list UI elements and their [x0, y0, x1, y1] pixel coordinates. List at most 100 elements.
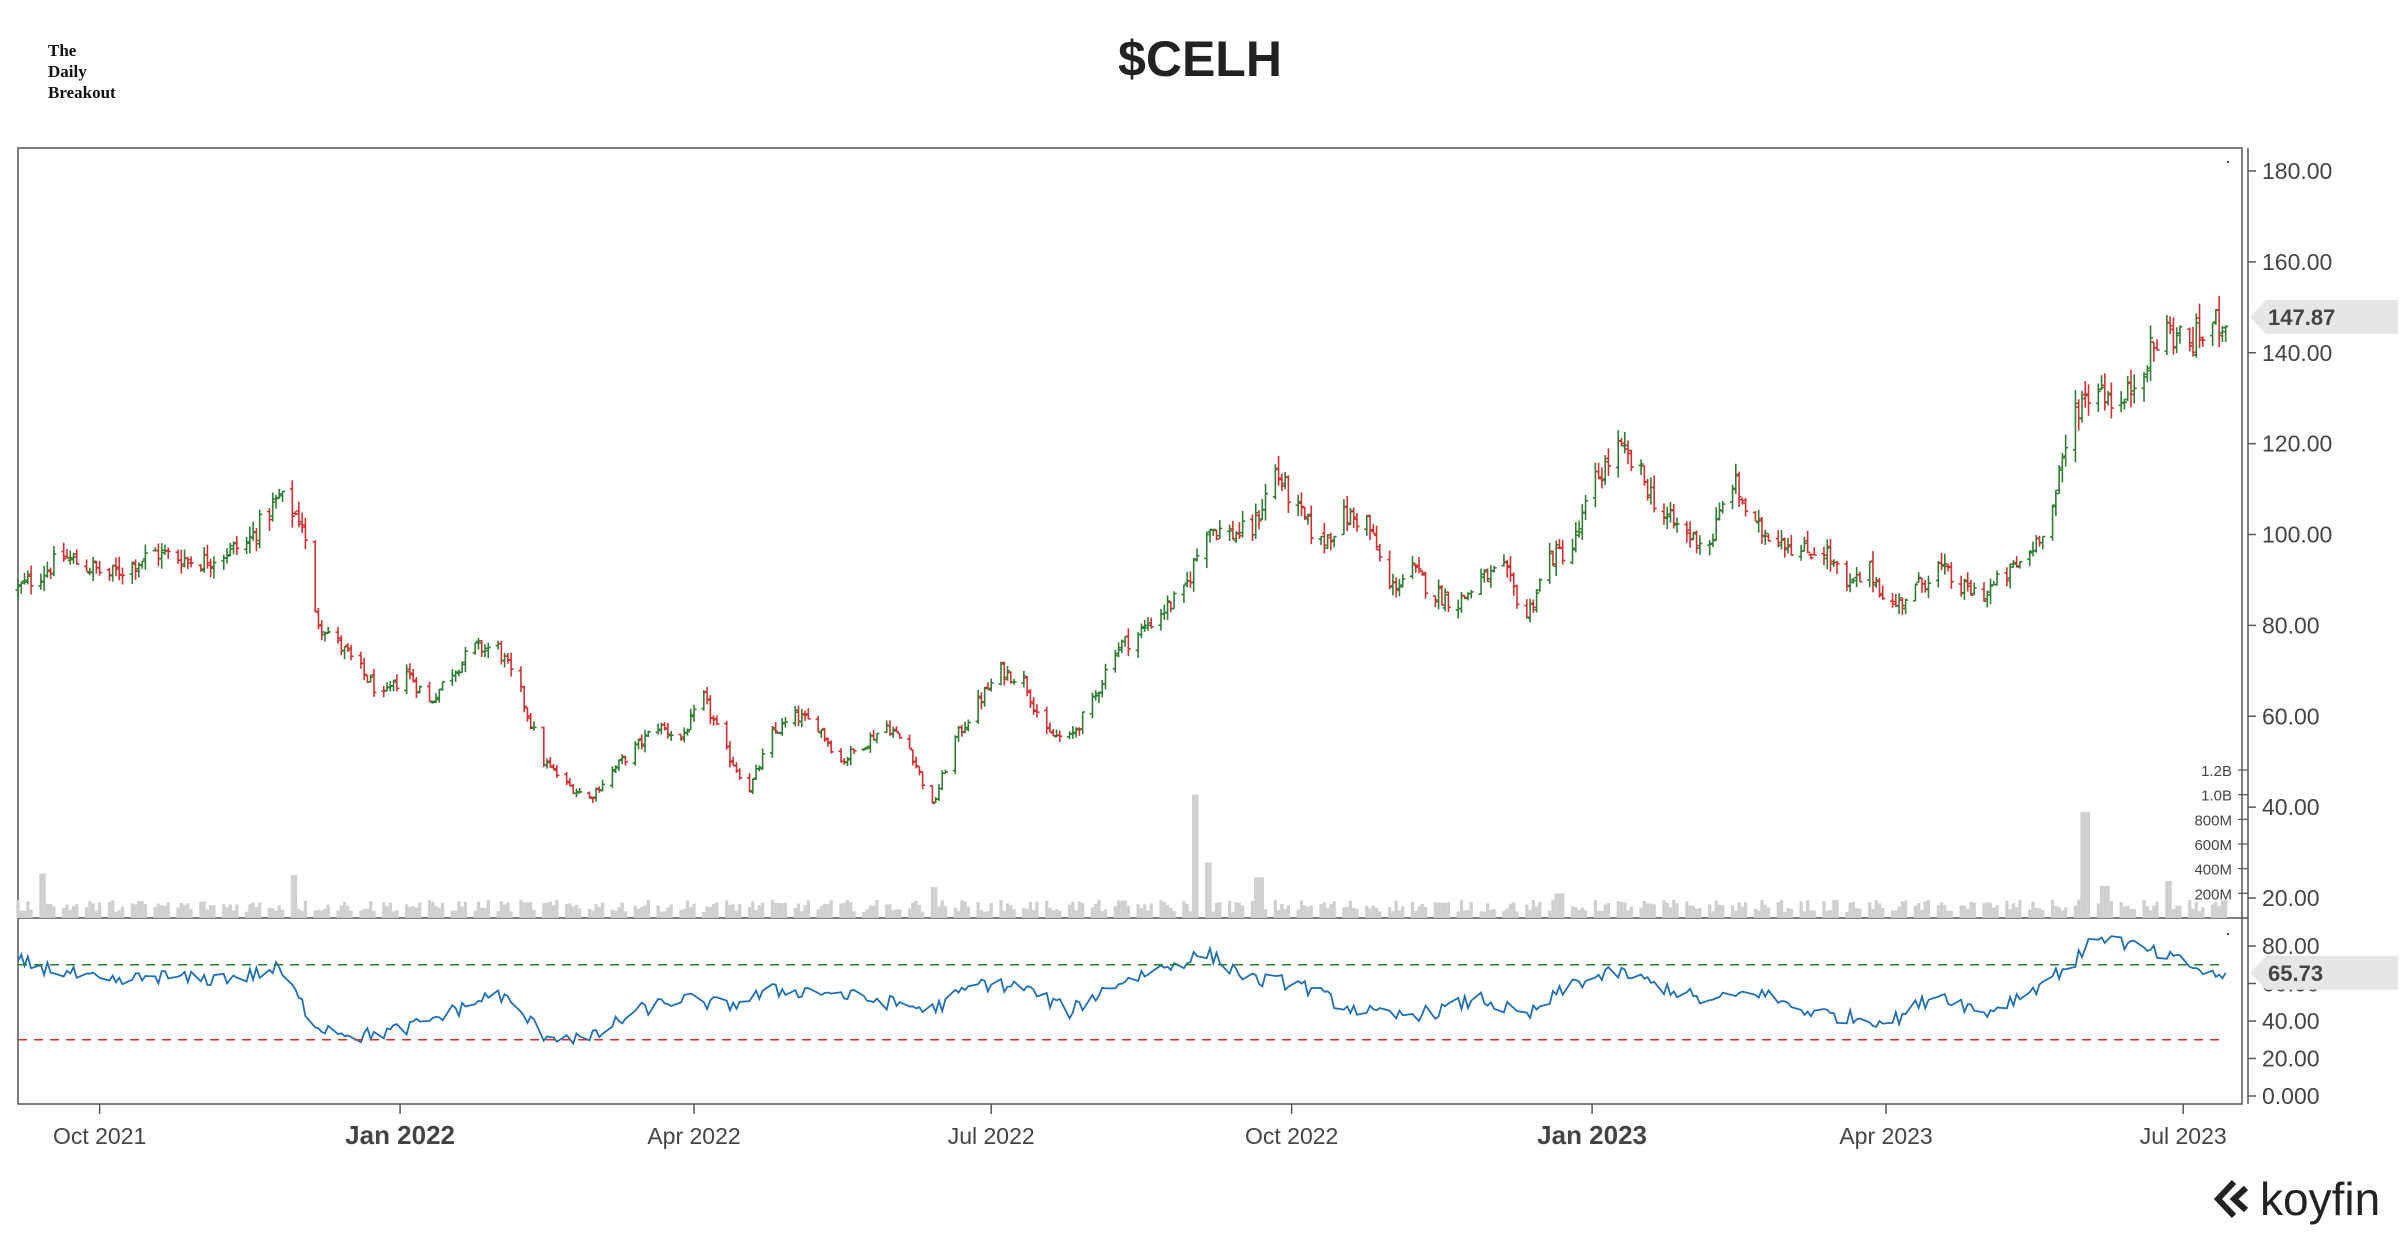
ohlc-bar: [1067, 731, 1073, 740]
volume-bar: [783, 902, 788, 918]
volume-bar: [738, 904, 742, 918]
ohlc-bar: [1027, 689, 1033, 708]
volume-bar: [1766, 907, 1771, 918]
volume-bar: [1551, 900, 1555, 918]
volume-bar: [254, 906, 259, 918]
ohlc-bar: [1145, 616, 1151, 631]
ohlc-bar: [1850, 577, 1856, 584]
ohlc-bar: [234, 536, 240, 556]
ohlc-bar: [1080, 711, 1086, 735]
ohlc-bar: [707, 695, 713, 725]
ohlc-bar: [2037, 535, 2043, 547]
ohlc-bar: [159, 543, 165, 569]
ohlc-bar: [593, 787, 599, 802]
volume-bar: [829, 900, 833, 918]
ohlc-bar: [796, 705, 802, 727]
ohlc-bar: [773, 722, 779, 734]
ohlc-bar: [2004, 567, 2010, 587]
volume-bar: [228, 904, 232, 918]
volume-bar: [594, 903, 598, 918]
ohlc-bar: [1325, 534, 1331, 549]
price-tick-label: 180.00: [2262, 158, 2332, 184]
ohlc-bar: [1001, 661, 1007, 686]
volume-bar: [1917, 902, 1921, 918]
ohlc-bar: [782, 717, 788, 728]
volume-bar: [1685, 901, 1689, 918]
ohlc-bar: [2017, 560, 2023, 569]
volume-bar: [1332, 901, 1336, 918]
volume-bar: [666, 907, 670, 918]
ohlc-bar: [1481, 569, 1487, 583]
ohlc-bar: [1253, 503, 1259, 539]
ohlc-bar: [257, 509, 263, 549]
volume-bar: [712, 904, 716, 918]
volume-bar: [418, 902, 422, 918]
ohlc-bar: [345, 643, 351, 652]
ohlc-bar: [413, 677, 419, 699]
ohlc-bar: [1899, 597, 1905, 615]
ohlc-bar: [2125, 375, 2131, 401]
ohlc-bar: [1876, 578, 1882, 598]
volume-bar: [372, 910, 376, 918]
volume-bar: [209, 905, 213, 918]
volume-bar: [1848, 902, 1852, 918]
volume-bar: [1812, 910, 1816, 918]
ohlc-bar: [41, 565, 47, 592]
volume-bar: [1136, 904, 1140, 918]
volume-bar: [1711, 911, 1715, 918]
ohlc-bar: [916, 765, 922, 776]
volume-bar: [437, 907, 441, 918]
volume-bar: [2008, 909, 2012, 918]
ohlc-bar: [822, 727, 828, 742]
volume-bar: [868, 905, 872, 918]
ohlc-bar: [227, 542, 233, 557]
ohlc-bar: [319, 620, 325, 641]
volume-bar: [1071, 901, 1075, 918]
ohlc-bar: [155, 543, 161, 567]
volume-bar: [734, 910, 739, 918]
ohlc-bar: [198, 564, 204, 572]
rsi-tick-label: 20.00: [2262, 1046, 2320, 1072]
ohlc-bar: [394, 674, 400, 692]
volume-bar: [88, 900, 92, 918]
volume-bar: [496, 910, 500, 918]
ohlc-bar: [959, 724, 965, 737]
volume-bar: [1672, 900, 1676, 918]
ohlc-bar: [1537, 578, 1543, 592]
rsi-line: [17, 935, 2227, 1046]
ohlc-bar: [2086, 384, 2092, 416]
volume-bar: [2096, 903, 2100, 918]
volume-bar: [2224, 899, 2228, 918]
volume-bar: [460, 906, 464, 918]
volume-bar: [1939, 902, 1944, 918]
last-price-badge-label: 147.87: [2268, 305, 2335, 330]
ohlc-bar: [129, 561, 135, 585]
volume-bar: [1058, 910, 1062, 918]
last-rsi-badge: 65.73: [2250, 955, 2398, 990]
volume-bar: [715, 902, 719, 918]
volume-bar: [614, 910, 618, 918]
volume-bar: [1515, 911, 1519, 918]
ohlc-bar: [410, 669, 416, 683]
ohlc-bar: [1305, 513, 1311, 525]
volume-bar: [440, 902, 445, 918]
volume-bar: [930, 887, 935, 918]
volume-bar: [1437, 902, 1441, 918]
volume-bar: [1753, 908, 1757, 918]
volume-bar: [1649, 903, 1653, 918]
volume-bar: [960, 900, 964, 918]
volume-bar: [1786, 908, 1790, 918]
ohlc-bar: [1367, 514, 1373, 541]
ohlc-bar: [2030, 541, 2036, 557]
volume-bar: [1440, 902, 1444, 918]
volume-bar: [1188, 911, 1193, 918]
volume-bar: [646, 899, 650, 918]
ohlc-bar: [1530, 599, 1536, 613]
volume-bar: [2011, 903, 2015, 918]
volume-bar: [2060, 910, 2064, 918]
ohlc-bar: [1207, 528, 1213, 543]
ohlc-bar: [485, 642, 491, 659]
volume-bar: [1962, 905, 1967, 918]
ohlc-bar: [1005, 666, 1011, 681]
